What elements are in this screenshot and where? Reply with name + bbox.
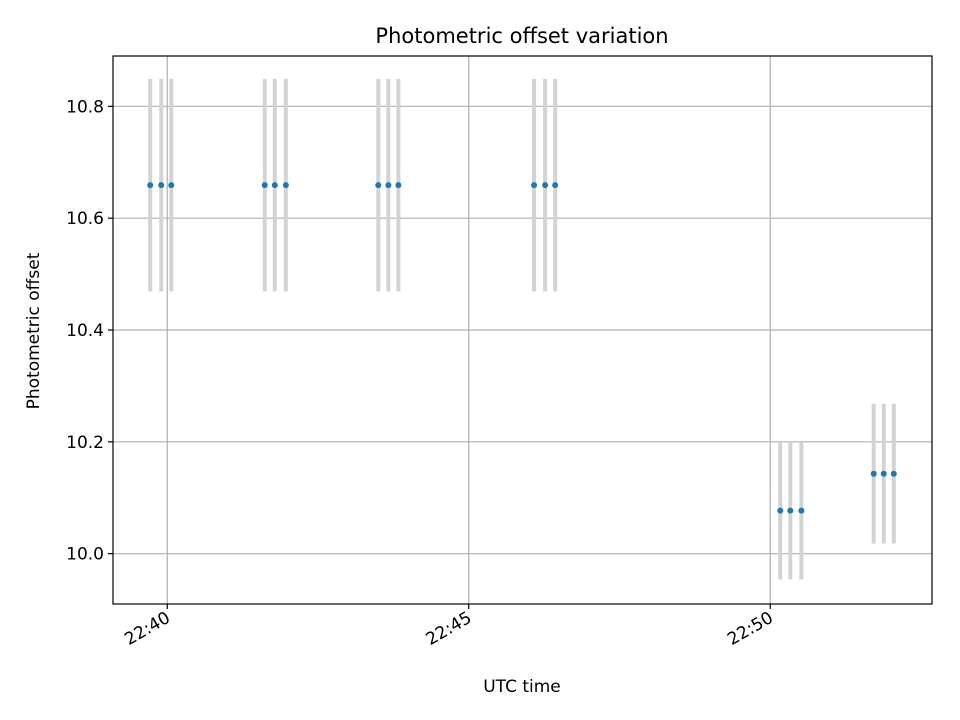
data-point [531,182,538,189]
data-point [552,182,559,189]
data-point [890,470,897,477]
data-point [261,182,268,189]
data-point [395,182,402,189]
data-point [271,182,278,189]
data-points [147,182,897,514]
data-point [880,470,887,477]
data-point [147,182,154,189]
chart-title: Photometric offset variation [375,24,668,48]
data-point [282,182,289,189]
data-point [375,182,382,189]
data-point [542,182,549,189]
data-point [385,182,392,189]
data-point [158,182,165,189]
x-axis-title: UTC time [483,677,561,697]
data-point [777,507,784,514]
data-point [168,182,175,189]
y-tick-label: 10.0 [66,545,104,565]
grid-lines [113,56,932,604]
y-tick-label: 10.6 [66,209,104,229]
y-axis-title: Photometric offset [24,252,44,409]
y-tick-label: 10.4 [66,321,104,341]
y-tick-label: 10.8 [66,97,104,117]
data-point [870,470,877,477]
data-point [798,507,805,514]
data-point [787,507,794,514]
y-tick-label: 10.2 [66,433,104,453]
